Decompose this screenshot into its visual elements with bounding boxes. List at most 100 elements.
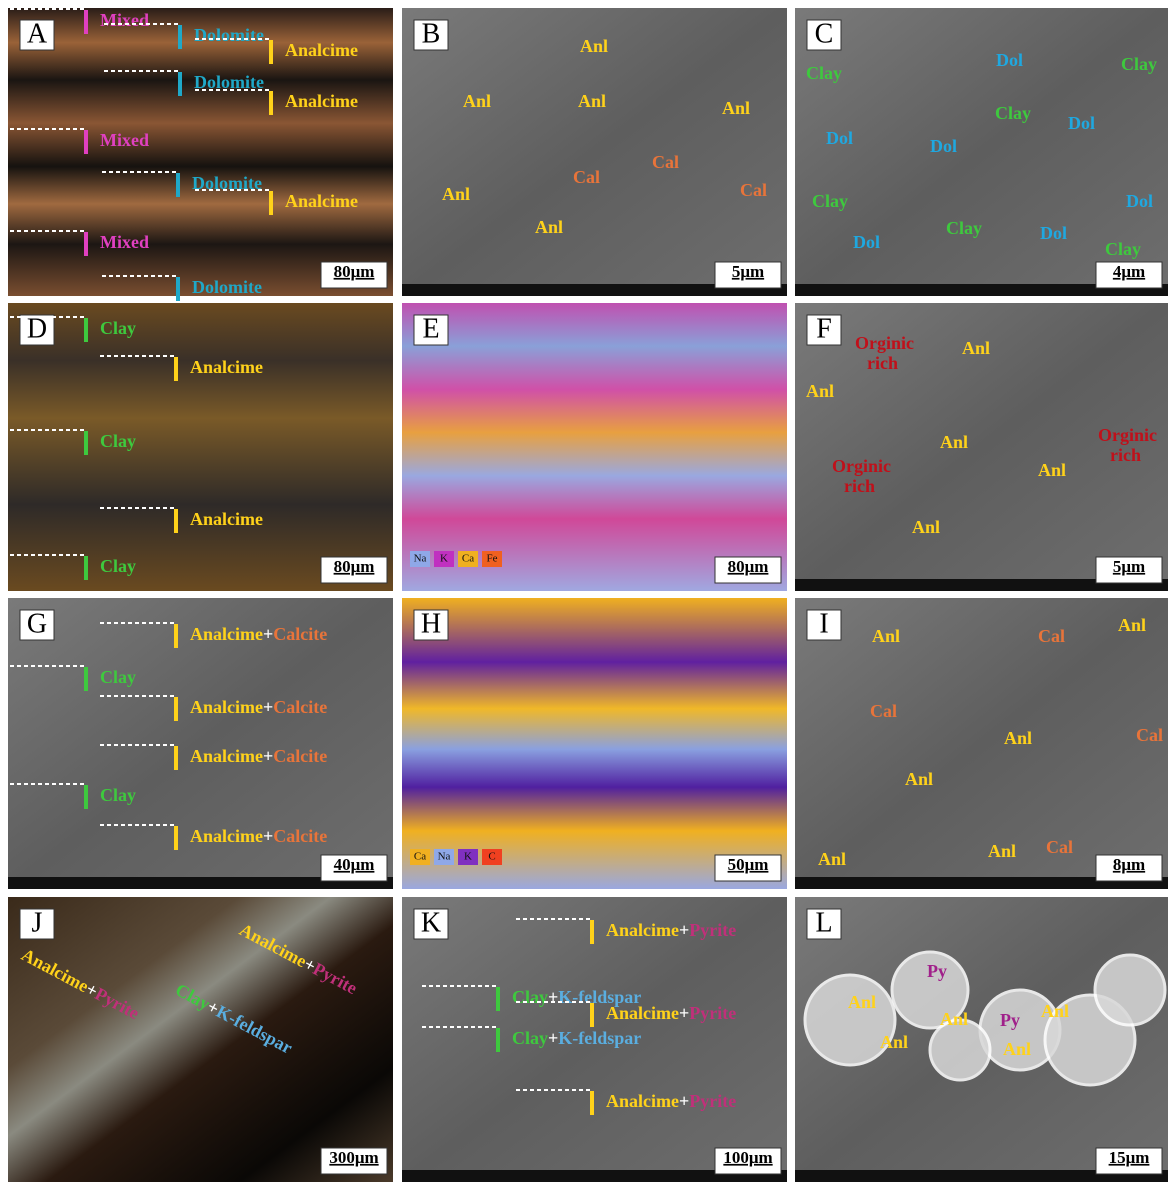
- mineral-label: Anl: [1004, 728, 1032, 748]
- label-part: +: [548, 987, 558, 1007]
- scale-bar-label: 15μm: [1109, 1148, 1150, 1167]
- label-part: Dol: [826, 128, 853, 148]
- mineral-label: Clay: [806, 63, 842, 83]
- mineral-label: Dolomite: [194, 25, 264, 45]
- panel: I8μmAnlCalAnlCalAnlCalAnlAnlAnlCal: [795, 598, 1168, 889]
- mineral-label: Clay: [946, 218, 982, 238]
- label-part: Mixed: [100, 130, 149, 150]
- mineral-label: Analcime: [285, 40, 358, 60]
- mineral-label: Anl: [848, 992, 876, 1012]
- panel: E80μmNaKCaFe: [402, 303, 787, 591]
- mineral-label: Anl: [940, 432, 968, 452]
- panel-letter: I: [819, 608, 828, 639]
- label-part: +: [263, 746, 273, 766]
- label-part: Anl: [535, 217, 563, 237]
- mineral-label: Dol: [826, 128, 853, 148]
- label-part: Dol: [1068, 113, 1095, 133]
- mineral-label: Anl: [580, 36, 608, 56]
- label-part: rich: [1110, 445, 1141, 465]
- mineral-label: Analcime+Pyrite: [606, 920, 736, 940]
- mineral-label: Anl: [1003, 1039, 1031, 1059]
- label-part: Anl: [872, 626, 900, 646]
- mineral-label: Analcime+Calcite: [190, 746, 327, 766]
- label-part: Anl: [1118, 615, 1146, 635]
- scale-bar-label: 5μm: [1113, 557, 1145, 576]
- mineral-label: Cal: [740, 180, 767, 200]
- panel-letter: G: [27, 608, 47, 639]
- label-part: Py: [927, 961, 947, 981]
- mineral-label: Anl: [818, 849, 846, 869]
- legend-label: Ca: [462, 553, 474, 565]
- label-part: Dol: [1040, 223, 1067, 243]
- mineral-label: Mixed: [100, 130, 149, 150]
- micrograph: [402, 303, 787, 591]
- label-part: Dol: [1126, 191, 1153, 211]
- legend-label: Na: [438, 851, 451, 863]
- mineral-label: Analcime+Calcite: [190, 697, 327, 717]
- scale-bar-label: 8μm: [1113, 855, 1145, 874]
- label-part: +: [263, 697, 273, 717]
- label-part: Clay: [100, 318, 136, 338]
- mineral-label: Anl: [722, 98, 750, 118]
- label-part: Anl: [1003, 1039, 1031, 1059]
- label-part: Anl: [880, 1032, 908, 1052]
- label-part: Dol: [996, 50, 1023, 70]
- label-part: Analcime: [285, 191, 358, 211]
- legend-label: Na: [414, 553, 427, 565]
- label-part: Dolomite: [194, 25, 264, 45]
- mineral-label: Analcime: [190, 509, 263, 529]
- mineral-label: Anl: [962, 338, 990, 358]
- label-part: Clay: [1121, 54, 1157, 74]
- mineral-label: Py: [1000, 1010, 1020, 1030]
- mineral-label: Anl: [1118, 615, 1146, 635]
- label-part: Analcime: [190, 746, 263, 766]
- label-part: Pyrite: [689, 1091, 736, 1111]
- mineral-label: Mixed: [100, 232, 149, 252]
- mineral-label: Analcime: [285, 91, 358, 111]
- panel: H50μmCaNaKC: [402, 598, 787, 889]
- label-part: rich: [844, 476, 875, 496]
- label-part: Cal: [870, 701, 897, 721]
- mineral-label: Clay: [100, 318, 136, 338]
- label-part: Anl: [940, 432, 968, 452]
- mineral-label: Dol: [1068, 113, 1095, 133]
- mineral-label: Clay: [812, 191, 848, 211]
- label-part: Anl: [988, 841, 1016, 861]
- grain: [1095, 955, 1165, 1025]
- micrograph: [8, 897, 393, 1182]
- mineral-label: Anl: [1041, 1001, 1069, 1021]
- legend-label: Ca: [414, 851, 426, 863]
- panel: L15μmPyAnlAnlPyAnlAnlAnl: [795, 897, 1168, 1182]
- label-part: Clay: [1105, 239, 1141, 259]
- mineral-label: Cal: [652, 152, 679, 172]
- label-part: Calcite: [273, 746, 327, 766]
- label-part: Clay: [512, 987, 548, 1007]
- mineral-label: Anl: [880, 1032, 908, 1052]
- label-part: +: [548, 1028, 558, 1048]
- mineral-label: Analcime+Pyrite: [606, 1003, 736, 1023]
- label-part: Mixed: [100, 10, 149, 30]
- label-part: Analcime: [606, 920, 679, 940]
- label-part: Clay: [100, 785, 136, 805]
- panel: K100μmAnalcime+PyriteClay+K-feldsparAnal…: [402, 897, 787, 1182]
- mineral-label: Dolomite: [192, 277, 262, 297]
- label-part: Anl: [940, 1009, 968, 1029]
- mineral-label: Anl: [988, 841, 1016, 861]
- panel-letter: L: [815, 907, 832, 938]
- legend-label: K: [464, 851, 472, 863]
- mineral-label: Dol: [1126, 191, 1153, 211]
- label-part: Anl: [1041, 1001, 1069, 1021]
- mineral-label: Anl: [872, 626, 900, 646]
- mineral-label: Analcime: [285, 191, 358, 211]
- legend-label: Fe: [487, 553, 498, 565]
- mineral-label: Clay: [100, 431, 136, 451]
- mineral-label: Cal: [870, 701, 897, 721]
- label-part: Analcime: [190, 826, 263, 846]
- panel-letter: D: [27, 313, 47, 344]
- scale-bar-label: 300μm: [329, 1148, 378, 1167]
- label-part: Clay: [512, 1028, 548, 1048]
- mineral-label: Cal: [1046, 837, 1073, 857]
- label-part: Anl: [818, 849, 846, 869]
- label-part: Analcime: [606, 1003, 679, 1023]
